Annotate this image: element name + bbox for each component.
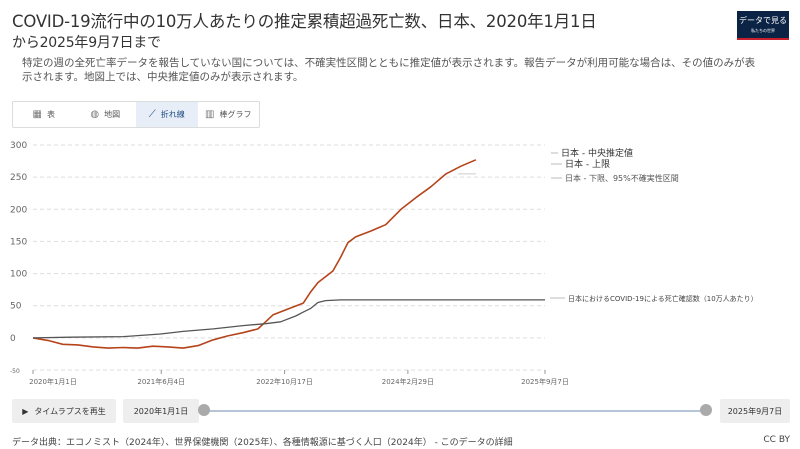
y-tick-label: 0 xyxy=(10,334,16,344)
tab-line-label: 折れ線 xyxy=(160,110,185,119)
tab-line[interactable]: ⟋ 折れ線 xyxy=(136,102,198,127)
x-tick-label: 2024年2月29日 xyxy=(382,377,434,386)
y-tick-label: 250 xyxy=(10,173,27,183)
owid-logo[interactable]: データで見る 私たちの世界 xyxy=(737,11,789,40)
chart-subtitle: 特定の週の全死亡率データを報告していない国については、不確実性区間とともに推定値… xyxy=(22,57,756,83)
play-label: タイムラプスを再生 xyxy=(34,406,106,416)
y-tick-label: 300 xyxy=(10,141,27,151)
globe-icon: ◍ xyxy=(90,109,100,120)
tab-bar[interactable]: ▥ 棒グラフ xyxy=(198,102,260,127)
start-date-box[interactable]: 2020年1月1日 xyxy=(123,399,199,423)
title-line-2: から2025年9月7日まで xyxy=(12,35,161,51)
line-chart-icon: ⟋ xyxy=(148,109,156,120)
series-label: 日本 - 上限 xyxy=(565,158,610,170)
series-label: 日本 - 中央推定値 xyxy=(561,147,633,159)
chart-type-tabs: ▦ 表 ◍ 地図 ⟋ 折れ線 ▥ 棒グラフ xyxy=(12,101,260,128)
x-tick-label: 2025年9月7日 xyxy=(521,377,569,386)
timeline-controls: ▶ タイムラプスを再生 2020年1月1日 2025年9月7日 xyxy=(12,399,790,423)
x-tick-label: 2022年10月17日 xyxy=(256,377,313,386)
license-label[interactable]: CC BY xyxy=(763,435,790,445)
series-label: 日本におけるCOVID-19による死亡確認数（10万人あたり） xyxy=(568,294,758,303)
page-title: COVID-19流行中の10万人あたりの推定累積超過死亡数、日本、2020年1月… xyxy=(12,11,727,52)
y-tick-label: 50 xyxy=(10,302,22,312)
end-date-box[interactable]: 2025年9月7日 xyxy=(720,399,790,423)
series-line-confirmed-deaths xyxy=(32,299,545,339)
series-label: 日本 - 下限、95%不確実性区間 xyxy=(565,173,679,183)
timeline-end-handle[interactable] xyxy=(700,404,712,416)
tab-map-label: 地図 xyxy=(104,110,121,119)
play-timelapse-button[interactable]: ▶ タイムラプスを再生 xyxy=(12,399,116,423)
play-icon: ▶ xyxy=(22,406,29,416)
timeline-track[interactable] xyxy=(208,410,706,412)
tab-table-label: 表 xyxy=(46,110,55,119)
logo-main-text: データで見る xyxy=(739,16,787,25)
timeline-start-handle[interactable] xyxy=(198,404,210,416)
logo-sub-text: 私たちの世界 xyxy=(751,28,775,33)
data-source[interactable]: データ出典：エコノミスト（2024年）、世界保健機関（2025年）、各種情報源に… xyxy=(12,438,513,448)
tab-table[interactable]: ▦ 表 xyxy=(13,102,75,127)
bar-chart-icon: ▥ xyxy=(205,109,215,120)
tab-bar-label: 棒グラフ xyxy=(219,110,252,119)
table-icon: ▦ xyxy=(32,109,42,120)
tab-map[interactable]: ◍ 地図 xyxy=(75,102,137,127)
y-tick-label: -50 xyxy=(10,368,20,375)
title-line-1: COVID-19流行中の10万人あたりの推定累積超過死亡数、日本、2020年1月… xyxy=(12,12,597,31)
y-tick-label: 200 xyxy=(10,205,27,215)
series-line-central-estimate xyxy=(32,159,477,349)
x-tick-label: 2021年6月4日 xyxy=(137,377,185,386)
y-tick-label: 100 xyxy=(10,270,27,280)
x-tick-label: 2020年1月1日 xyxy=(29,377,77,386)
y-tick-label: 150 xyxy=(10,237,27,247)
logo-accent-bar xyxy=(737,38,789,40)
